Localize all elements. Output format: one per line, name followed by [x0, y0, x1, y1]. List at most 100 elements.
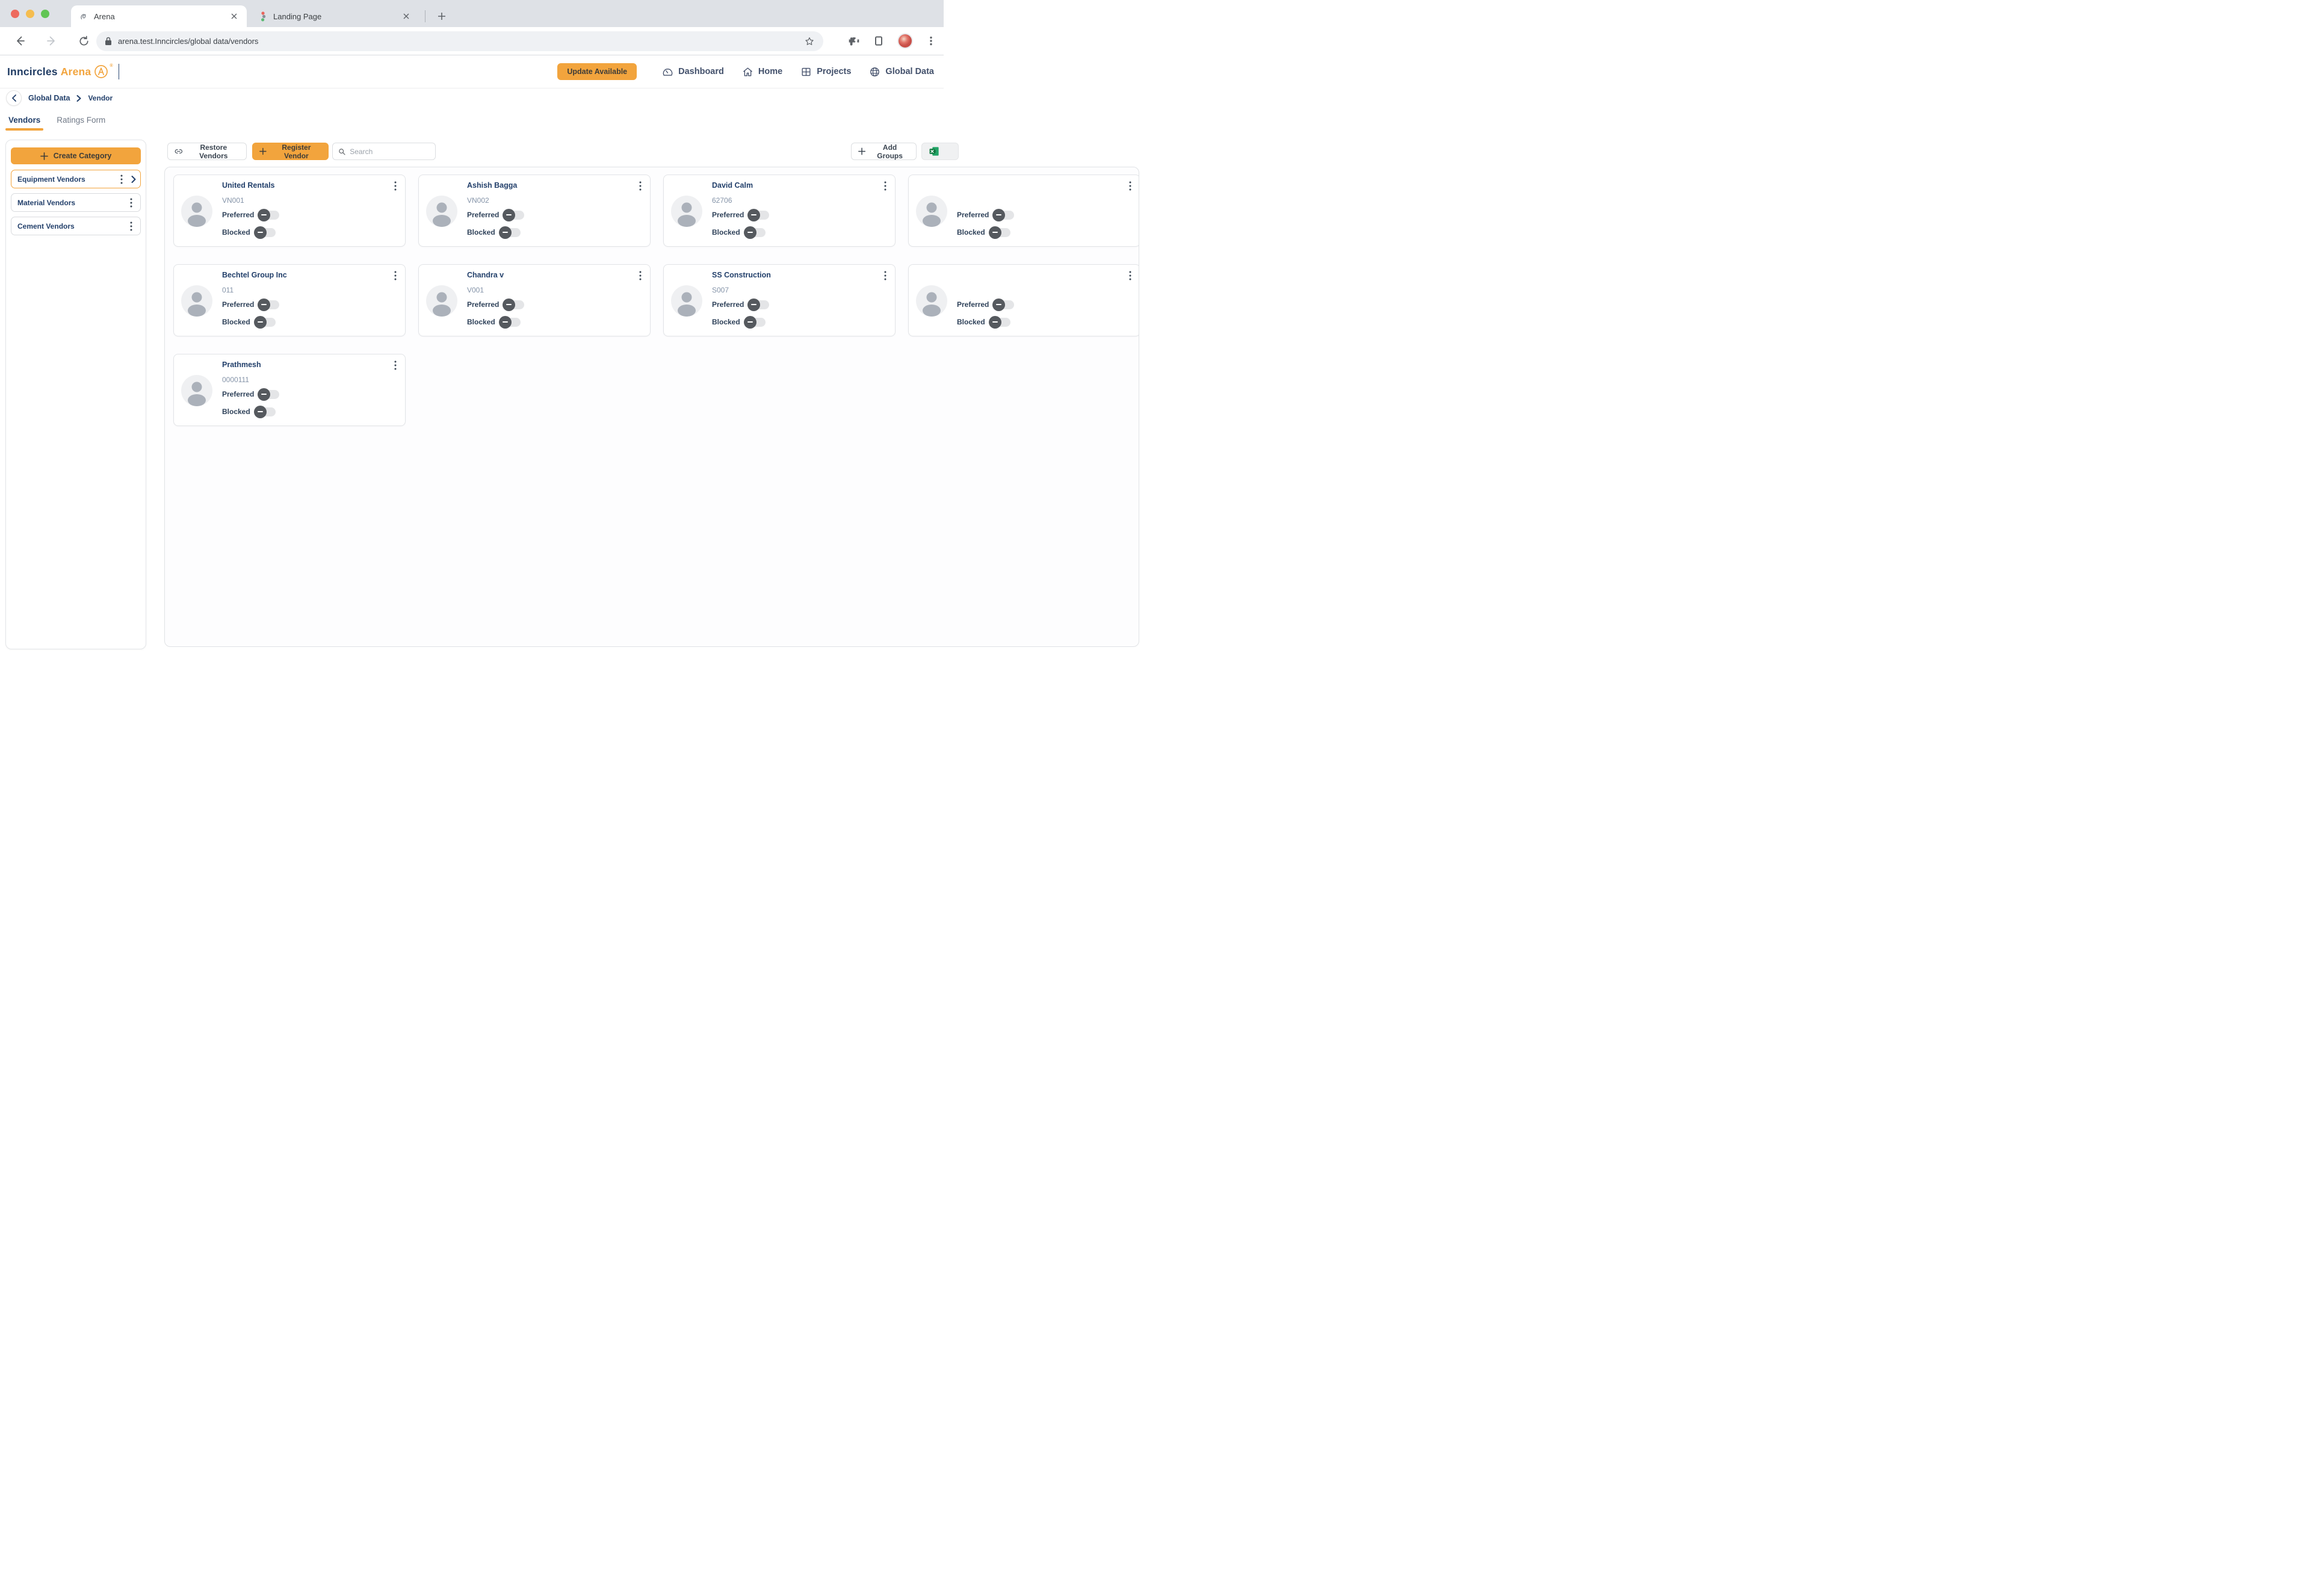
- category-sidebar: Create Category Equipment Vendors Materi…: [5, 140, 146, 649]
- vendor-code: VN001: [222, 196, 244, 205]
- vendor-name: SS Construction: [712, 271, 771, 279]
- blocked-toggle[interactable]: [498, 226, 521, 239]
- browser-tab-landing-page[interactable]: Landing Page: [253, 5, 419, 27]
- profile-avatar[interactable]: [897, 33, 913, 49]
- blocked-toggle[interactable]: [253, 315, 276, 329]
- browser-toolbar: arena.test.Inncircles/global data/vendor…: [0, 27, 944, 55]
- vendor-avatar: [181, 196, 212, 227]
- breadcrumb-vendor[interactable]: Vendor: [88, 94, 113, 102]
- vendor-avatar: [671, 196, 702, 227]
- kebab-icon[interactable]: [391, 359, 400, 371]
- forward-icon[interactable]: [44, 33, 60, 49]
- back-icon[interactable]: [12, 33, 28, 49]
- create-category-button[interactable]: Create Category: [11, 147, 141, 164]
- blocked-label: Blocked: [467, 228, 495, 237]
- category-item[interactable]: Material Vendors: [11, 193, 141, 212]
- preferred-toggle[interactable]: [258, 388, 280, 401]
- blocked-toggle[interactable]: [253, 405, 276, 418]
- lock-icon: [105, 37, 112, 46]
- add-groups-label: Add Groups: [877, 143, 903, 160]
- tab-close-icon[interactable]: [229, 11, 240, 22]
- bookmark-star-icon[interactable]: [804, 36, 815, 47]
- export-excel-button[interactable]: [921, 143, 959, 160]
- grid-icon: [802, 67, 811, 76]
- preferred-toggle[interactable]: [503, 208, 525, 221]
- preferred-toggle[interactable]: [258, 298, 280, 311]
- vendor-search[interactable]: [332, 143, 436, 160]
- preferred-toggle[interactable]: [747, 208, 770, 221]
- category-label: Cement Vendors: [17, 221, 75, 230]
- vendor-card: Prathmesh 0000111 Preferred Blocked: [173, 354, 406, 426]
- blocked-toggle[interactable]: [988, 226, 1010, 239]
- toggle-knob-minus-icon: [992, 298, 1006, 311]
- url-bar[interactable]: arena.test.Inncircles/global data/vendor…: [96, 31, 823, 51]
- preferred-toggle[interactable]: [992, 208, 1015, 221]
- category-item[interactable]: Equipment Vendors: [11, 170, 141, 188]
- kebab-icon[interactable]: [117, 173, 126, 185]
- window-minimize-button[interactable]: [26, 10, 34, 18]
- nav-item-home[interactable]: Home: [742, 66, 782, 78]
- chevron-right-icon[interactable]: [131, 175, 136, 183]
- nav-item-dashboard[interactable]: Dashboard: [662, 66, 724, 78]
- reload-icon[interactable]: [76, 33, 91, 49]
- kebab-icon[interactable]: [1125, 270, 1135, 282]
- blocked-toggle[interactable]: [253, 226, 276, 239]
- extensions-puzzle-icon[interactable]: [848, 35, 860, 47]
- window-close-button[interactable]: [11, 10, 19, 18]
- blocked-label: Blocked: [957, 228, 985, 237]
- excel-icon: [929, 147, 939, 156]
- blocked-toggle[interactable]: [743, 226, 766, 239]
- window-zoom-button[interactable]: [41, 10, 49, 18]
- kebab-icon[interactable]: [880, 270, 890, 282]
- browser-tab-arena[interactable]: Arena: [71, 5, 247, 27]
- vendor-code: 011: [222, 286, 234, 294]
- toggle-knob-minus-icon: [253, 226, 267, 239]
- nav-label: Global Data: [885, 67, 934, 76]
- breadcrumb-global-data[interactable]: Global Data: [28, 94, 70, 102]
- restore-vendors-button[interactable]: Restore Vendors: [167, 143, 247, 160]
- tab-vendors[interactable]: Vendors: [5, 116, 44, 131]
- tab-ratings-form[interactable]: Ratings Form: [57, 116, 106, 125]
- kebab-icon[interactable]: [126, 220, 136, 232]
- blocked-toggle[interactable]: [743, 315, 766, 329]
- preferred-toggle[interactable]: [747, 298, 770, 311]
- kebab-icon[interactable]: [636, 180, 645, 192]
- kebab-icon[interactable]: [391, 180, 400, 192]
- blocked-toggle[interactable]: [988, 315, 1010, 329]
- nav-item-global-data[interactable]: Global Data: [869, 66, 934, 78]
- kebab-icon[interactable]: [1125, 180, 1135, 192]
- vendors-toolbar: Restore Vendors Register Vendor Add Grou…: [167, 143, 959, 160]
- kebab-icon[interactable]: [391, 270, 400, 282]
- category-item[interactable]: Cement Vendors: [11, 217, 141, 235]
- register-vendor-button[interactable]: Register Vendor: [252, 143, 329, 160]
- preferred-toggle[interactable]: [503, 298, 525, 311]
- tab-title: Arena: [94, 11, 115, 21]
- toggle-knob-minus-icon: [503, 298, 516, 311]
- vendor-card: Preferred Blocked: [908, 175, 1139, 247]
- brand-product: Arena: [60, 65, 91, 78]
- side-panel-icon[interactable]: [873, 35, 885, 47]
- browser-menu-kebab-icon[interactable]: [926, 36, 936, 46]
- kebab-icon[interactable]: [126, 197, 136, 209]
- create-category-label: Create Category: [53, 152, 112, 160]
- nav-label: Dashboard: [678, 67, 724, 76]
- kebab-icon[interactable]: [880, 180, 890, 192]
- preferred-toggle[interactable]: [992, 298, 1015, 311]
- preferred-toggle[interactable]: [258, 208, 280, 221]
- update-available-button[interactable]: Update Available: [557, 63, 637, 80]
- kebab-icon[interactable]: [636, 270, 645, 282]
- new-tab-button[interactable]: [433, 8, 450, 25]
- breadcrumb-back-button[interactable]: [6, 90, 22, 106]
- blocked-label: Blocked: [467, 318, 495, 326]
- blocked-toggle[interactable]: [498, 315, 521, 329]
- window-controls: [11, 10, 49, 18]
- nav-item-projects[interactable]: Projects: [800, 66, 851, 78]
- link-icon: [175, 149, 182, 153]
- vendor-code: V001: [467, 286, 484, 294]
- category-list: Equipment Vendors Material Vendors Cemen…: [6, 170, 146, 235]
- tab-close-icon[interactable]: [401, 11, 412, 22]
- tab-title: Landing Page: [273, 11, 322, 21]
- brand-divider: [118, 64, 120, 79]
- search-input[interactable]: [350, 147, 430, 156]
- add-groups-button[interactable]: Add Groups: [851, 143, 917, 160]
